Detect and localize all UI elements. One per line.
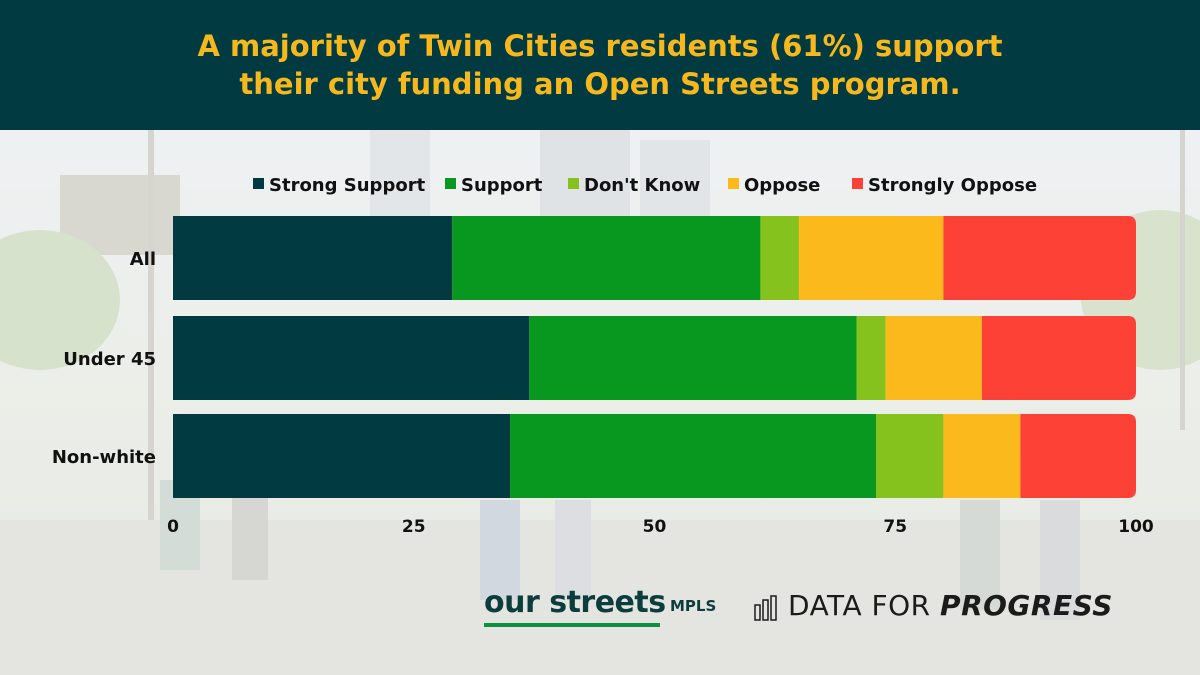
bar-under-45-don-t-know (856, 316, 886, 400)
bar-chart-logo-icon (754, 595, 777, 621)
legend-oppose-swatch (728, 178, 739, 189)
bar-non-white-don-t-know (875, 414, 944, 498)
bar-non-white-oppose (943, 414, 1021, 498)
header-banner: A majority of Twin Cities residents (61%… (0, 0, 1200, 130)
legend-strongly-oppose-label: Strongly Oppose (868, 175, 1037, 196)
legend-support-swatch (445, 178, 456, 189)
our-streets-logo-sub: MPLS (670, 597, 717, 615)
bar-under-45-strong-support (173, 316, 530, 400)
legend-dont-know-label: Don't Know (584, 175, 700, 196)
bar-non-white-support (510, 414, 876, 498)
category-label-non-white: Non-white (52, 447, 156, 468)
bar-under-45-support (529, 316, 857, 400)
x-tick-label-25: 25 (402, 517, 426, 537)
footer-logos: our streets MPLS DATA FOR PROGRESS (0, 585, 1200, 635)
legend-oppose-label: Oppose (744, 175, 820, 196)
bar-under-45-oppose (885, 316, 982, 400)
bar-all-support (452, 216, 761, 300)
data-for-progress-logo-emph: PROGRESS (940, 589, 1113, 622)
x-tick-label-75: 75 (883, 517, 907, 537)
bar-non-white-strong-support (173, 414, 511, 498)
category-label-all: All (130, 249, 156, 270)
our-streets-logo: our streets (484, 585, 666, 620)
our-streets-logo-underline (484, 623, 660, 627)
legend-support-label: Support (461, 175, 543, 196)
chart-title-line-1: A majority of Twin Cities residents (61%… (197, 29, 1003, 63)
x-tick-label-100: 100 (1118, 517, 1154, 537)
legend-dont-know-swatch (568, 178, 579, 189)
category-label-under-45: Under 45 (63, 349, 156, 370)
bar-non-white-strongly-oppose (1020, 414, 1136, 498)
bar-all-strong-support (173, 216, 453, 300)
legend-strong-support-swatch (253, 178, 264, 189)
x-tick-label-50: 50 (643, 517, 667, 537)
legend-strong-support-label: Strong Support (269, 175, 426, 196)
bar-all-strongly-oppose (943, 216, 1136, 300)
x-tick-label-0: 0 (167, 517, 179, 537)
bar-all-don-t-know (760, 216, 799, 300)
bar-under-45-strongly-oppose (981, 316, 1136, 400)
data-for-progress-logo: DATA FOR PROGRESS (788, 589, 1113, 622)
data-for-progress-logo-plain: DATA FOR (788, 589, 941, 622)
legend-strongly-oppose-swatch (852, 178, 863, 189)
bar-all-oppose (798, 216, 944, 300)
chart-title-line-2: their city funding an Open Streets progr… (239, 67, 961, 101)
